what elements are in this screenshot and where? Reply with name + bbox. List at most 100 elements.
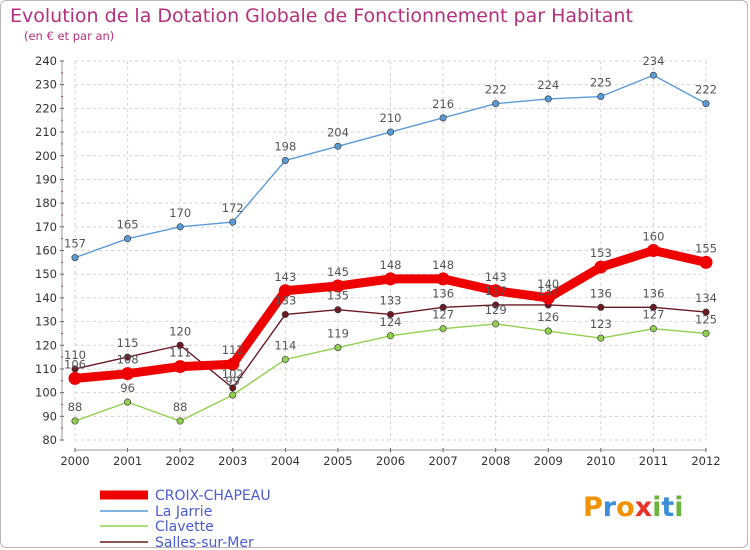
data-label-croix-chapeau: 112	[222, 343, 244, 357]
point-clavette	[702, 329, 710, 337]
point-salles-sur-mer	[439, 303, 447, 311]
data-label-salles-sur-mer: 110	[64, 348, 86, 362]
point-croix-chapeau	[489, 284, 503, 298]
data-label-salles-sur-mer: 133	[274, 293, 296, 307]
point-clavette	[281, 355, 289, 363]
point-clavette	[649, 325, 657, 333]
data-label-la-jarrie: 225	[590, 76, 612, 90]
data-label-salles-sur-mer: 137	[485, 284, 507, 298]
point-clavette	[597, 334, 605, 342]
data-label-clavette: 96	[120, 381, 135, 395]
data-label-salles-sur-mer: 134	[695, 291, 717, 305]
point-croix-chapeau	[594, 260, 608, 274]
logo-letter: t	[661, 492, 674, 523]
data-label-croix-chapeau: 148	[380, 258, 402, 272]
legend-label-clavette: Clavette	[155, 519, 214, 535]
y-tick-label: 220	[35, 101, 57, 115]
point-clavette	[229, 391, 237, 399]
point-clavette	[334, 344, 342, 352]
logo-letter: P	[583, 492, 603, 523]
x-tick-label: 2012	[691, 454, 720, 468]
point-salles-sur-mer	[649, 303, 657, 311]
data-label-croix-chapeau: 143	[485, 270, 507, 284]
data-label-salles-sur-mer: 136	[432, 286, 454, 300]
legend-label-croix-chapeau: CROIX-CHAPEAU	[155, 488, 271, 504]
data-label-croix-chapeau: 108	[117, 353, 139, 367]
point-la-jarrie	[597, 93, 605, 101]
point-la-jarrie	[702, 100, 710, 108]
data-label-clavette: 99	[225, 374, 240, 388]
logo-letter: i	[652, 492, 661, 523]
data-label-la-jarrie: 204	[327, 125, 349, 139]
point-salles-sur-mer	[229, 384, 237, 392]
x-tick-label: 2005	[323, 454, 352, 468]
data-label-clavette: 127	[642, 308, 664, 322]
data-label-croix-chapeau: 111	[169, 346, 191, 360]
logo-letter: r	[603, 492, 617, 523]
x-tick-label: 2002	[166, 454, 195, 468]
y-tick-label: 110	[35, 362, 57, 376]
data-label-croix-chapeau: 153	[590, 246, 612, 260]
x-tick-label: 2010	[586, 454, 615, 468]
data-label-la-jarrie: 234	[642, 54, 664, 68]
x-tick-label: 2004	[271, 454, 300, 468]
logo-letter: i	[674, 492, 683, 523]
x-tick-label: 2008	[481, 454, 510, 468]
point-croix-chapeau	[331, 279, 345, 293]
point-salles-sur-mer	[124, 353, 132, 361]
point-clavette	[492, 320, 500, 328]
point-la-jarrie	[124, 235, 132, 243]
data-label-croix-chapeau: 148	[432, 258, 454, 272]
data-label-la-jarrie: 165	[117, 218, 139, 232]
data-label-salles-sur-mer: 120	[169, 324, 191, 338]
x-tick-label: 2000	[60, 454, 89, 468]
data-label-croix-chapeau: 160	[642, 230, 664, 244]
data-label-clavette: 123	[590, 317, 612, 331]
data-label-croix-chapeau: 140	[537, 277, 559, 291]
axes: 8090100110120130140150160170180190200210…	[35, 54, 721, 468]
data-label-clavette: 114	[274, 338, 296, 352]
point-clavette	[124, 398, 132, 406]
point-croix-chapeau	[384, 272, 397, 286]
x-tick-label: 2011	[639, 454, 668, 468]
x-tick-label: 2009	[534, 454, 563, 468]
y-tick-label: 210	[35, 125, 57, 139]
y-tick-label: 130	[35, 315, 57, 329]
point-croix-chapeau	[436, 272, 450, 286]
chart-subtitle: (en € et par an)	[24, 29, 114, 43]
chart-title: Evolution de la Dotation Globale de Fonc…	[10, 5, 633, 27]
point-la-jarrie	[281, 156, 289, 164]
y-tick-label: 150	[35, 267, 57, 281]
logo-letter: x	[635, 492, 652, 523]
logo-letter: o	[616, 492, 635, 523]
data-label-la-jarrie: 224	[537, 78, 559, 92]
point-la-jarrie	[544, 95, 552, 103]
data-label-croix-chapeau: 155	[695, 241, 717, 255]
data-label-salles-sur-mer: 136	[590, 286, 612, 300]
x-tick-label: 2006	[376, 454, 405, 468]
point-la-jarrie	[71, 254, 79, 262]
data-label-clavette: 129	[485, 303, 507, 317]
data-label-salles-sur-mer: 115	[117, 336, 139, 350]
point-la-jarrie	[229, 218, 237, 226]
y-tick-label: 180	[35, 196, 57, 210]
y-tick-label: 200	[35, 149, 57, 163]
point-salles-sur-mer	[597, 303, 605, 311]
point-salles-sur-mer	[334, 306, 342, 314]
point-la-jarrie	[439, 114, 447, 122]
legend-label-la-jarrie: La Jarrie	[155, 504, 212, 520]
data-label-clavette: 126	[537, 310, 559, 324]
y-tick-label: 190	[35, 172, 57, 186]
point-salles-sur-mer	[386, 310, 394, 318]
data-label-salles-sur-mer: 137	[537, 284, 559, 298]
point-la-jarrie	[649, 71, 657, 79]
data-label-salles-sur-mer: 133	[380, 293, 402, 307]
data-label-croix-chapeau: 106	[64, 357, 86, 371]
point-la-jarrie	[334, 142, 342, 150]
point-croix-chapeau	[173, 360, 187, 374]
x-tick-label: 2001	[113, 454, 142, 468]
point-croix-chapeau	[226, 357, 240, 371]
point-croix-chapeau	[699, 255, 713, 269]
